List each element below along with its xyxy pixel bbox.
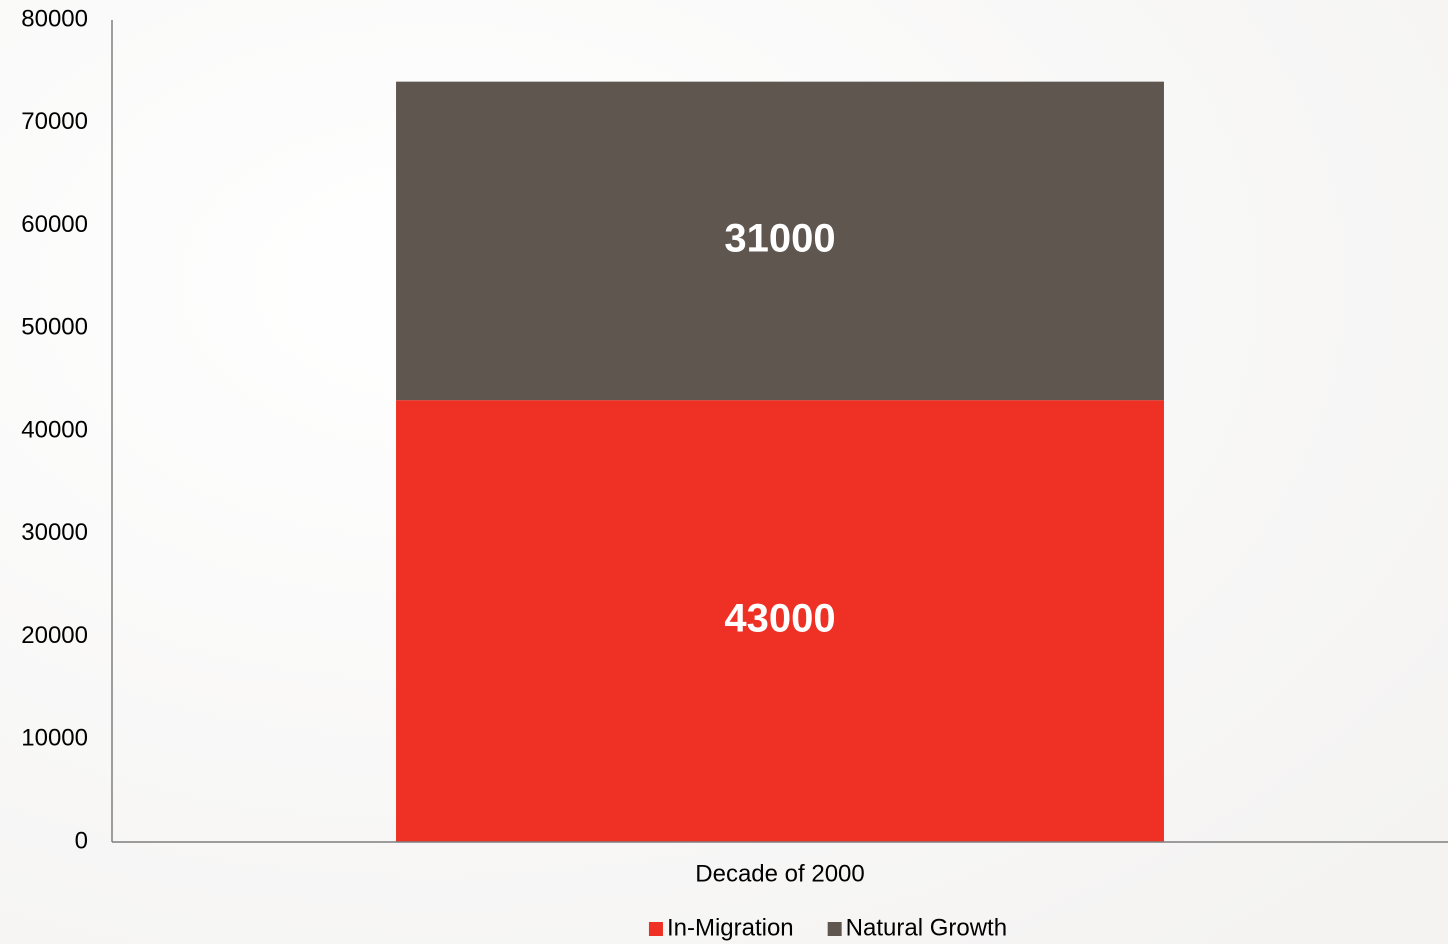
legend-swatch: [648, 922, 663, 936]
x-tick-label: Decade of 2000: [695, 860, 864, 887]
y-tick-label: 50000: [21, 314, 88, 341]
y-tick-label: 20000: [21, 622, 88, 649]
y-tick-label: 70000: [21, 108, 88, 135]
y-tick-label: 40000: [21, 416, 88, 443]
legend-swatch: [827, 922, 842, 936]
legend-label: In-Migration: [667, 914, 794, 941]
y-tick-label: 0: [75, 827, 88, 854]
bar-segment: [396, 400, 1164, 842]
data-label: 43000: [724, 597, 835, 641]
legend-label: Natural Growth: [846, 914, 1007, 941]
y-tick-label: 60000: [21, 211, 88, 238]
y-tick-label: 30000: [21, 519, 88, 546]
y-tick-label: 10000: [21, 725, 88, 752]
data-label: 31000: [724, 216, 835, 260]
bar-segment: [396, 81, 1164, 401]
y-tick-label: 80000: [21, 5, 88, 32]
